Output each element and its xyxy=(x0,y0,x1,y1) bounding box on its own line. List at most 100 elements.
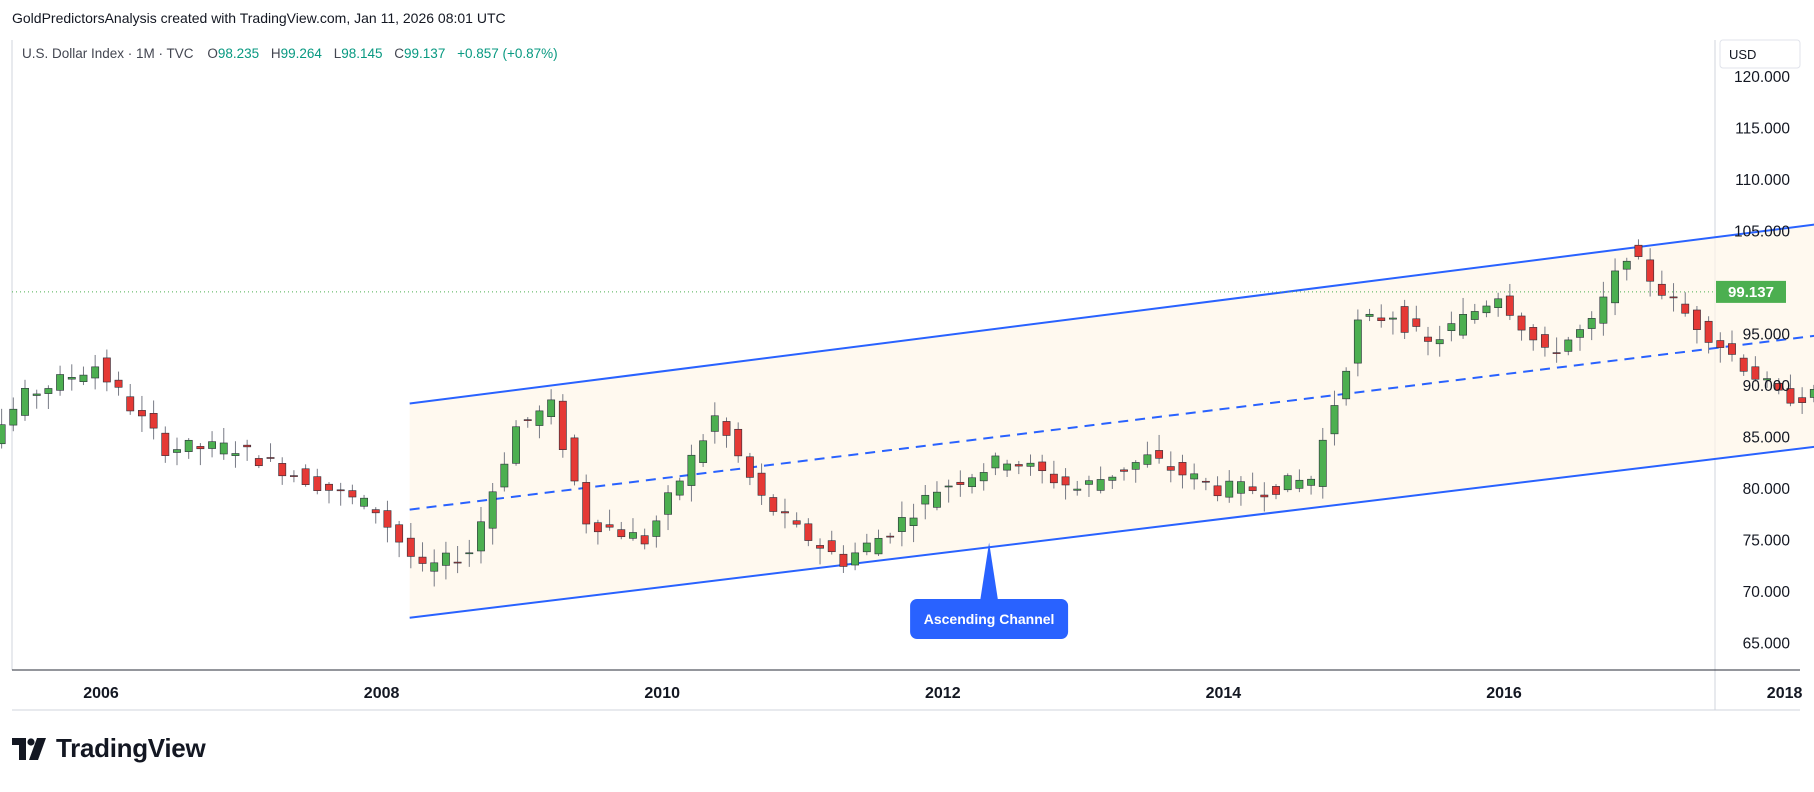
candle-body xyxy=(243,444,252,448)
y-tick-label: 105.000 xyxy=(1734,224,1790,241)
currency-label: USD xyxy=(1729,47,1756,62)
candle-body xyxy=(710,415,719,432)
tradingview-logo[interactable]: TradingView xyxy=(12,733,206,764)
y-tick-label: 80.000 xyxy=(1743,481,1791,498)
channel-lower-line[interactable] xyxy=(409,309,1814,619)
candle-body xyxy=(1692,309,1701,330)
candle-body xyxy=(1763,378,1771,381)
candle-body xyxy=(1318,439,1327,487)
tradingview-wordmark: TradingView xyxy=(56,733,206,763)
candle-body xyxy=(1786,388,1795,404)
candle-body xyxy=(149,412,158,429)
candle-body xyxy=(582,482,591,525)
x-tick-label: 2012 xyxy=(925,685,961,702)
candle-body xyxy=(1587,318,1596,329)
candle-body xyxy=(512,426,520,464)
candle-body xyxy=(137,410,146,417)
candle-body xyxy=(921,494,930,505)
last-price-value: 99.137 xyxy=(1728,284,1774,301)
candle-body xyxy=(1739,357,1748,372)
candle-body xyxy=(79,374,88,382)
price-axis[interactable]: 65.000 70.000 75.000 80.000 85.000 90.000 95.0… xyxy=(1734,69,1790,653)
candle-body xyxy=(1178,462,1187,476)
candle-body xyxy=(1038,461,1047,472)
candle-body xyxy=(979,472,988,482)
candle-body xyxy=(816,545,824,549)
candle-body xyxy=(558,400,567,450)
candle-body xyxy=(547,399,556,417)
candle-body xyxy=(1728,343,1736,355)
candle-body xyxy=(593,522,602,533)
chart-caption: GoldPredictorsAnalysis created with Trad… xyxy=(12,10,506,26)
x-tick-label: 2014 xyxy=(1206,685,1242,702)
candle-body xyxy=(441,552,450,566)
candle-body xyxy=(769,497,778,512)
candle-body xyxy=(1482,305,1491,314)
candle-body xyxy=(1529,327,1538,341)
candle-body xyxy=(722,421,731,436)
candle-body xyxy=(348,490,357,498)
channel-mid-line[interactable] xyxy=(409,195,1814,511)
candle-body xyxy=(1681,303,1690,314)
candle-body xyxy=(114,379,123,388)
candle-body xyxy=(488,491,497,529)
change-value: +0.857 (+0.87%) xyxy=(457,46,558,61)
candle-body xyxy=(933,491,941,508)
candle-body xyxy=(1014,464,1023,467)
candle-body xyxy=(1599,296,1608,324)
candle-body xyxy=(1272,486,1280,495)
candle-body xyxy=(1517,315,1526,331)
high-value: 99.264 xyxy=(281,46,323,61)
candle-body xyxy=(173,449,181,453)
candle-body xyxy=(839,553,848,567)
y-tick-label: 90.000 xyxy=(1743,378,1791,395)
candle-body xyxy=(208,441,216,449)
y-tick-label: 85.000 xyxy=(1743,430,1791,447)
candle-body xyxy=(32,393,41,396)
candle-body xyxy=(1377,317,1386,321)
y-tick-label: 70.000 xyxy=(1743,584,1791,601)
ascending-channel-callout[interactable]: Ascending Channel xyxy=(910,542,1069,639)
symbol-legend[interactable]: U.S. Dollar Index · 1M · TVC O98.235 H99… xyxy=(22,46,558,61)
candle-body xyxy=(1564,339,1573,352)
candle-body xyxy=(91,366,100,379)
candle-body xyxy=(1470,311,1479,320)
candle-body xyxy=(1774,382,1783,391)
candle-body xyxy=(266,457,275,459)
candle-body xyxy=(1447,323,1456,331)
last-price-tag: 99.137 xyxy=(1716,280,1786,303)
candle-body xyxy=(1424,336,1432,342)
candle-body xyxy=(418,556,427,564)
candle-body xyxy=(1459,314,1468,336)
candle-body xyxy=(0,424,6,445)
candle-body xyxy=(1283,475,1292,491)
candle-body xyxy=(1809,389,1814,398)
candle-body xyxy=(395,524,404,543)
currency-selector[interactable]: USD xyxy=(1719,39,1801,69)
candles-layer xyxy=(0,239,1814,587)
time-axis[interactable]: 2006200820102012201420162018202020222024… xyxy=(83,685,1814,702)
candle-body xyxy=(219,442,228,455)
candle-body xyxy=(1751,366,1760,380)
candle-body xyxy=(184,439,193,452)
candle-body xyxy=(1505,295,1514,316)
candle-body xyxy=(301,468,310,485)
candle-body xyxy=(675,480,684,496)
candle-body xyxy=(161,432,170,456)
candle-body xyxy=(56,374,65,391)
y-tick-label: 115.000 xyxy=(1735,121,1790,138)
candle-body xyxy=(465,552,474,555)
candle-body xyxy=(371,509,380,514)
candle-body xyxy=(406,537,415,557)
candle-body xyxy=(944,485,953,488)
tradingview-logo-icon xyxy=(12,737,46,760)
x-tick-label: 2008 xyxy=(364,685,400,702)
candle-body xyxy=(1295,479,1304,489)
callout-text: Ascending Channel xyxy=(924,611,1055,627)
candle-body xyxy=(535,410,544,426)
channel-upper-line[interactable] xyxy=(409,80,1814,405)
candle-body xyxy=(956,481,965,485)
candle-body xyxy=(897,517,906,532)
